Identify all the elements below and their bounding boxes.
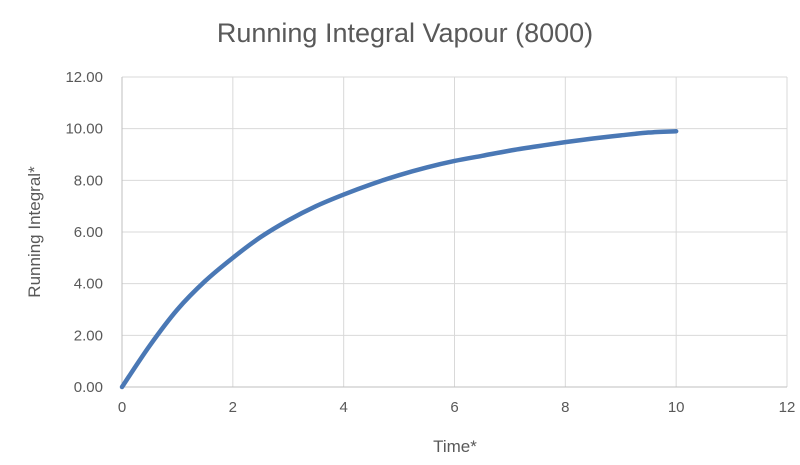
x-tick-label: 8: [561, 399, 569, 416]
x-tick-label: 12: [779, 399, 796, 416]
x-tick-label: 0: [118, 399, 126, 416]
y-tick-label: 0.00: [74, 379, 103, 396]
axes: [121, 77, 787, 388]
x-axis-title: Time*: [433, 437, 477, 456]
x-tick-label: 2: [229, 399, 237, 416]
y-tick-label: 10.00: [65, 121, 103, 138]
y-tick-label: 2.00: [74, 327, 103, 344]
y-tick-label: 12.00: [65, 69, 103, 86]
grid-lines: [122, 76, 788, 387]
y-tick-label: 4.00: [74, 276, 103, 293]
y-tick-label: 6.00: [74, 224, 103, 241]
x-tick-label: 6: [450, 399, 458, 416]
tick-labels: 0.00 2.00 4.00 6.00 8.00 10.00 12.00 0 2 4 6 8 10 12: [65, 69, 795, 416]
series-line-0: [119, 129, 679, 390]
x-tick-label: 10: [668, 399, 685, 416]
y-tick-label: 8.00: [74, 172, 103, 189]
x-tick-label: 4: [339, 399, 347, 416]
chart-title: Running Integral Vapour (8000): [217, 18, 593, 48]
y-axis-title: Running Integral*: [25, 166, 44, 298]
series-layer: [119, 129, 679, 390]
